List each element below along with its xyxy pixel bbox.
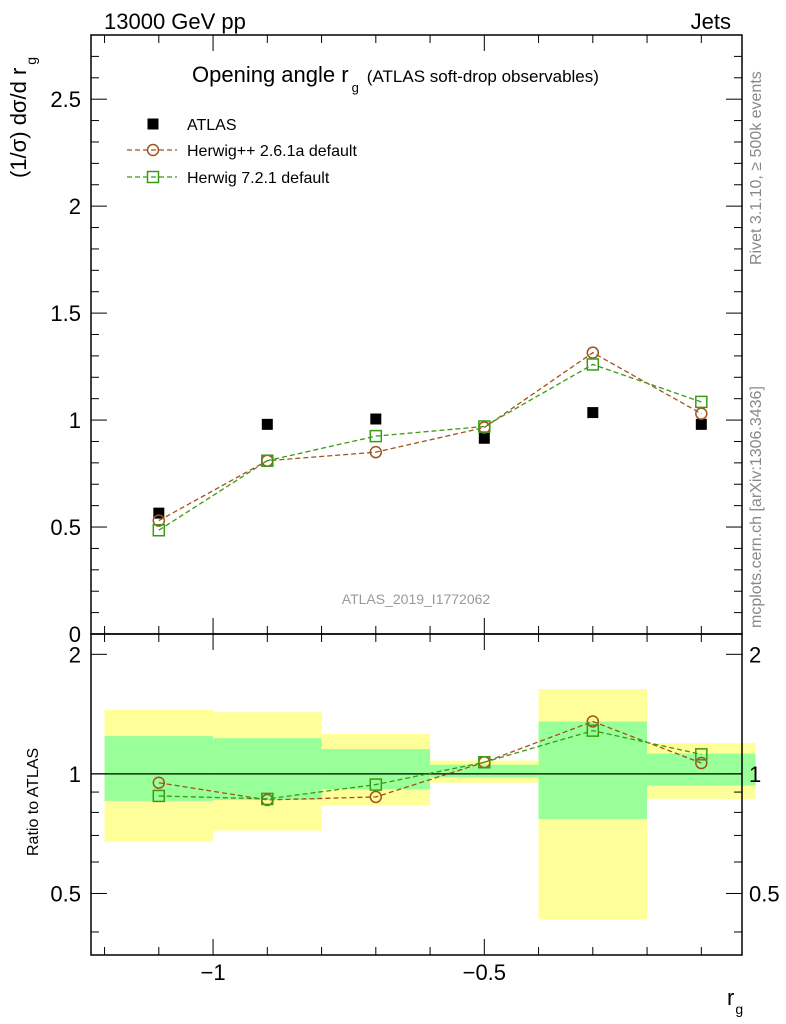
uncertainty-band-inner	[213, 738, 322, 800]
herwig7-line	[158, 363, 702, 531]
herwig7-point	[478, 420, 491, 433]
mcplots-label: mcplots.cern.ch [arXiv:1306.3436]	[748, 386, 765, 628]
uncertainty-band-inner	[430, 764, 539, 778]
y-tick-label: 0	[69, 622, 81, 647]
legend-label-herwigpp: Herwig++ 2.6.1a default	[187, 143, 357, 160]
ratio-series	[152, 715, 708, 807]
ratio-y-tick-label: 2	[69, 642, 81, 667]
herwigpp-ratio-point	[152, 776, 166, 789]
atlas-point	[478, 432, 490, 444]
herwigpp-ratio-point	[586, 715, 600, 728]
herwig7-point	[695, 395, 708, 409]
analysis-id: ATLAS_2019_I1772062	[342, 591, 491, 607]
ratio-y-tick-label-right: 2	[749, 642, 761, 667]
herwig7-point	[586, 358, 600, 371]
herwigpp-line	[158, 351, 702, 522]
atlas-point	[370, 413, 382, 425]
herwigpp-point	[369, 445, 383, 459]
ratio-panel-frame: 0.5 0.5 1 1 2 2 −1 −0.5	[50, 633, 780, 985]
herwigpp-ratio-line	[158, 720, 702, 801]
ratio-y-tick-label: 0.5	[50, 881, 81, 906]
herwigpp-point	[695, 407, 708, 420]
herwigpp-point	[152, 514, 166, 527]
herwigpp-ratio-point	[369, 790, 383, 804]
herwigpp-point	[586, 346, 600, 359]
herwig7-ratio-point	[369, 778, 383, 791]
legend-label-herwig7: Herwig 7.2.1 default	[187, 170, 330, 187]
herwig7-ratio-point	[586, 724, 600, 737]
y-tick-label: 0.5	[50, 515, 81, 540]
plot-title: Opening angle rg(ATLAS soft-drop observa…	[192, 62, 599, 95]
jets-label: Jets	[691, 9, 731, 34]
main-y-axis-label: (1/σ) dσ/d rg	[6, 57, 39, 178]
herwig7-ratio-point	[695, 748, 708, 761]
atlas-point	[153, 507, 165, 519]
uncertainty-band-inner	[538, 721, 648, 819]
uncertainty-band-inner	[321, 749, 431, 790]
ratio-y-tick-label-right: 0.5	[749, 881, 780, 906]
ratio-frame-box	[90, 633, 743, 956]
ratio-y-axis-label: Ratio to ATLAS	[25, 748, 42, 856]
legend: ATLAS Herwig++ 2.6.1a default Herwig 7.2.1…	[127, 117, 357, 187]
ratio-y-tick-label-right: 1	[749, 762, 761, 787]
x-tick-label: −1	[201, 960, 226, 985]
herwig7-ratio-point	[478, 755, 491, 769]
main-series	[152, 346, 708, 537]
x-tick-label: −0.5	[463, 960, 506, 985]
energy-label: 13000 GeV pp	[104, 9, 246, 34]
ratio-bands	[91, 689, 756, 920]
herwigpp-ratio-point	[695, 756, 708, 770]
herwig7-point	[152, 523, 166, 537]
herwig7-ratio-point	[261, 792, 274, 806]
y-tick-label: 2.5	[50, 87, 81, 112]
legend-marker-herwig7	[146, 170, 160, 184]
legend-marker-atlas	[147, 118, 159, 130]
ratio-y-tick-label: 1	[69, 762, 81, 787]
atlas-point	[261, 418, 273, 430]
herwig7-point	[369, 429, 383, 443]
herwig7-ratio-point	[152, 789, 166, 803]
x-axis-label: rg	[727, 985, 743, 1017]
y-tick-label: 1.5	[50, 301, 81, 326]
y-tick-label: 2	[69, 194, 81, 219]
rivet-label: Rivet 3.1.10, ≥ 500k events	[748, 71, 765, 265]
atlas-point	[695, 418, 707, 430]
uncertainty-band-inner	[647, 753, 756, 786]
atlas-point	[587, 407, 599, 419]
herwig7-point	[261, 454, 274, 467]
y-tick-label: 1	[69, 408, 81, 433]
legend-marker-herwigpp	[146, 143, 160, 157]
herwig7-ratio-line	[158, 729, 702, 800]
legend-label-atlas: ATLAS	[187, 117, 237, 134]
